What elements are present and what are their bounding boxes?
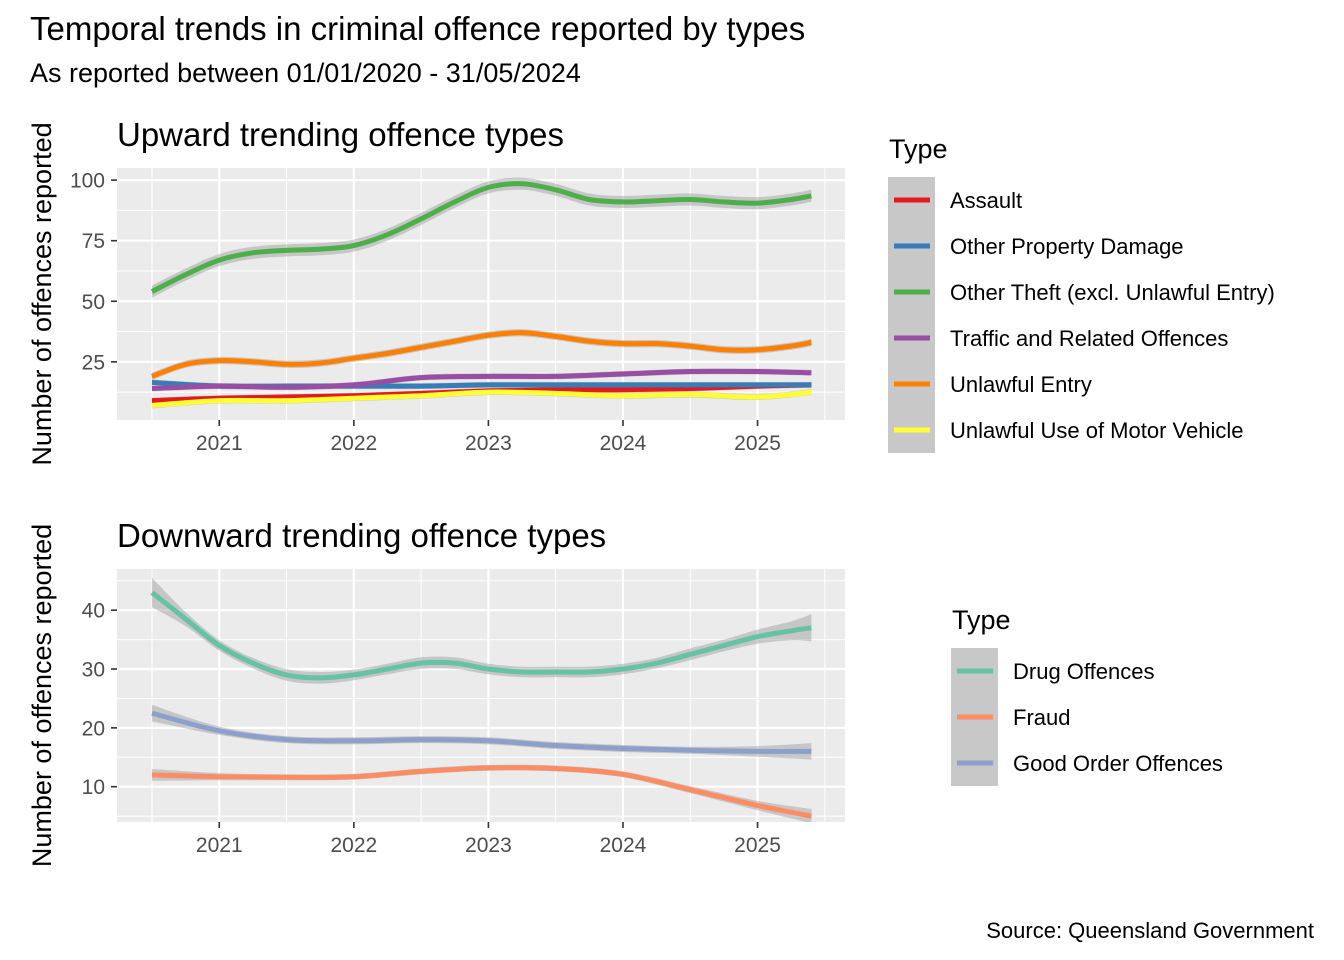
- legend-label: Drug Offences: [1013, 659, 1154, 684]
- legend-title: Type: [889, 134, 948, 164]
- line-unlawful-use-of-motor-vehicle: [151, 389, 812, 408]
- y-tick-label: 30: [82, 659, 105, 682]
- legend-label: Other Theft (excl. Unlawful Entry): [950, 280, 1275, 305]
- legend-label: Traffic and Related Offences: [950, 326, 1228, 351]
- x-tick-label: 2024: [600, 834, 647, 857]
- y-tick-label: 20: [82, 717, 105, 740]
- y-tick-label: 10: [82, 776, 105, 799]
- line-fraud: [151, 765, 812, 819]
- line-other-theft-excl-unlawful-entry: [150, 181, 812, 294]
- y-axis-label: Number of offences reported: [27, 122, 57, 465]
- x-tick-label: 2025: [734, 432, 781, 455]
- series-lines: [150, 181, 812, 408]
- band-good-order-offences: [151, 704, 812, 760]
- panel-title: Downward trending offence types: [117, 517, 606, 554]
- x-tick-label: 2022: [330, 432, 377, 455]
- panel-1: 2021 2022 2023 2024 2025 25 50 75 100 Upward tren…: [27, 116, 1275, 466]
- x-tick-label: 2023: [465, 432, 512, 455]
- y-tick-label: 50: [82, 291, 105, 314]
- y-axis-label: Number of offences reported: [27, 524, 57, 867]
- line-good-order-offences: [151, 710, 812, 754]
- chart-title: Temporal trends in criminal offence repo…: [30, 10, 806, 47]
- x-tick-label: 2021: [196, 432, 243, 455]
- x-tick-label: 2022: [330, 834, 377, 857]
- x-tick-label: 2025: [734, 834, 781, 857]
- line-unlawful-entry: [151, 330, 812, 379]
- panel-2: 2021 2022 2023 2024 2025 10 20 30 40 Downward tre…: [27, 517, 1223, 867]
- chart-subtitle: As reported between 01/01/2020 - 31/05/2…: [30, 58, 581, 88]
- y-tick-label: 40: [82, 600, 105, 623]
- panel-title: Upward trending offence types: [117, 116, 564, 153]
- source-caption: Source: Queensland Government: [986, 918, 1314, 943]
- series-lines: [150, 590, 812, 819]
- line-traffic-and-related-offences: [151, 368, 812, 391]
- band-drug-offences: [151, 577, 812, 684]
- y-tick-label: 100: [70, 170, 105, 193]
- x-tick-label: 2021: [196, 834, 243, 857]
- legend-label: Unlawful Entry: [950, 372, 1092, 397]
- legend-label: Fraud: [1013, 705, 1070, 730]
- x-tick-label: 2024: [600, 432, 647, 455]
- legend-label: Assault: [950, 188, 1022, 213]
- line-drug-offences: [150, 590, 812, 681]
- y-tick-label: 25: [82, 351, 105, 374]
- legend-title: Type: [952, 605, 1011, 635]
- legend-label: Other Property Damage: [950, 234, 1184, 259]
- plot-background: [117, 569, 845, 822]
- x-tick-label: 2023: [465, 834, 512, 857]
- legend-key-background: [888, 177, 935, 453]
- y-tick-label: 75: [82, 230, 105, 253]
- legend-label: Good Order Offences: [1013, 751, 1223, 776]
- legend-label: Unlawful Use of Motor Vehicle: [950, 418, 1243, 443]
